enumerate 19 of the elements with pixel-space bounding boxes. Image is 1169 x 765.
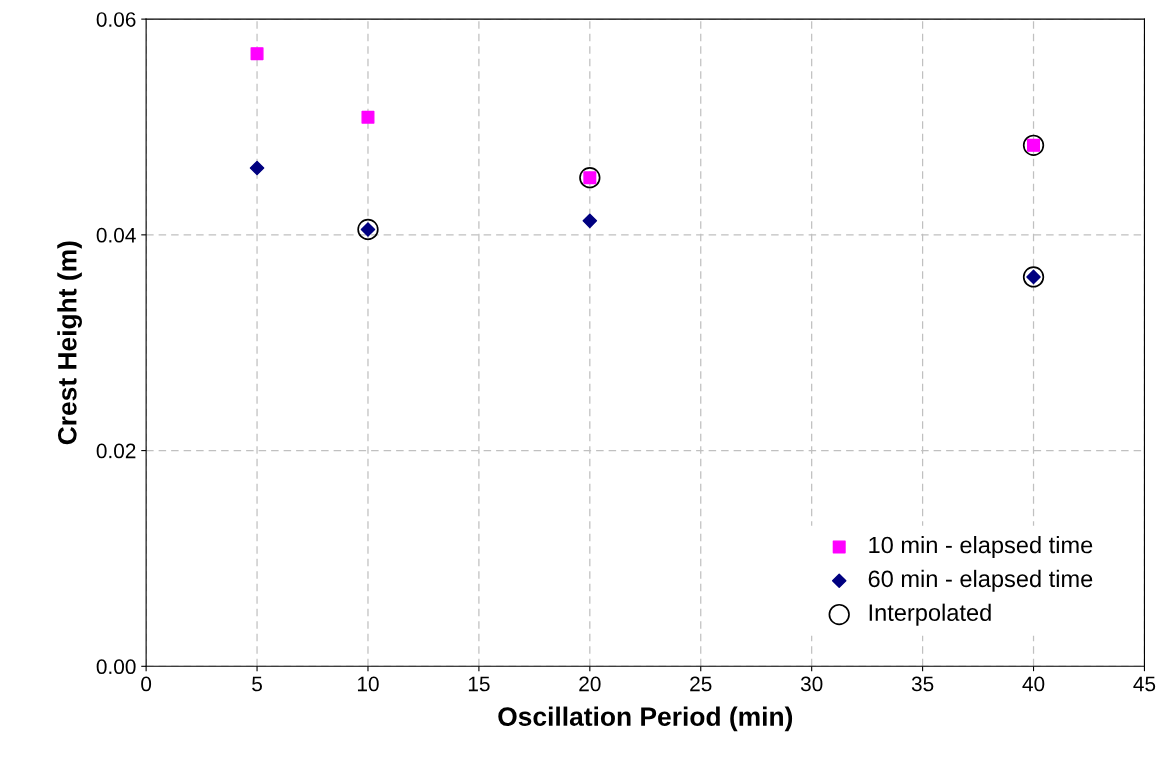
x-tick-label: 35 xyxy=(911,676,934,692)
y-tick-label: 0.00 xyxy=(96,659,136,675)
x-tick-label: 15 xyxy=(468,676,490,692)
x-tick-label: 25 xyxy=(690,676,712,692)
x-tick-label: 45 xyxy=(1133,676,1156,692)
x-tick-label: 0 xyxy=(141,676,152,692)
y-axis-title: Crest Height (m) xyxy=(57,241,82,445)
x-tick-label: 10 xyxy=(357,676,379,692)
y-tick-label: 0.02 xyxy=(96,443,136,459)
legend-label: 60 min - elapsed time xyxy=(868,569,1093,592)
x-axis-title: Oscillation Period (min) xyxy=(498,706,793,732)
x-tick-label: 30 xyxy=(800,676,823,692)
x-tick-label: 5 xyxy=(252,676,262,692)
legend-label: 10 min - elapsed time xyxy=(869,536,1093,559)
legend-label: Interpolated xyxy=(869,603,991,626)
y-tick-label: 0.04 xyxy=(96,227,136,243)
y-tick-label: 0.06 xyxy=(96,12,136,27)
x-tick-label: 40 xyxy=(1022,676,1045,692)
x-tick-label: 20 xyxy=(579,676,601,692)
